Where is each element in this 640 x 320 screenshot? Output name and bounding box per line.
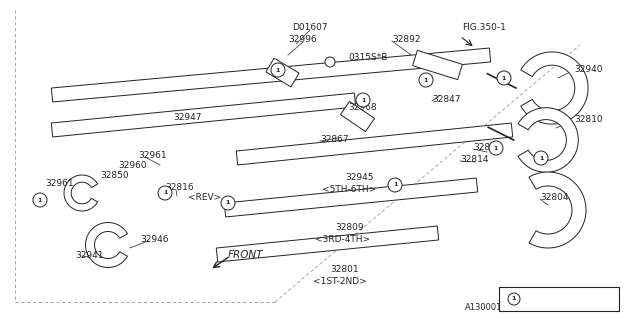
- Text: 1: 1: [276, 68, 280, 73]
- Text: 32945: 32945: [345, 173, 374, 182]
- Text: 32810: 32810: [574, 116, 603, 124]
- Text: 32941: 32941: [75, 251, 104, 260]
- Text: <5TH-6TH>: <5TH-6TH>: [322, 186, 376, 195]
- Text: 32809: 32809: [335, 223, 364, 233]
- Polygon shape: [51, 48, 491, 102]
- Circle shape: [388, 178, 402, 192]
- Polygon shape: [64, 175, 97, 211]
- Text: FRONT: FRONT: [228, 250, 264, 260]
- Text: 32892: 32892: [392, 36, 420, 44]
- Text: 32867: 32867: [320, 135, 349, 145]
- Text: <REV>: <REV>: [188, 194, 221, 203]
- Text: 32850: 32850: [100, 171, 129, 180]
- Polygon shape: [224, 178, 477, 217]
- Polygon shape: [216, 226, 438, 262]
- Polygon shape: [518, 108, 579, 172]
- Circle shape: [534, 151, 548, 165]
- Polygon shape: [521, 52, 588, 124]
- Text: 1: 1: [424, 77, 428, 83]
- Text: 0315S*B: 0315S*B: [348, 53, 387, 62]
- Polygon shape: [529, 172, 586, 248]
- Circle shape: [158, 186, 172, 200]
- Text: D01607: D01607: [292, 23, 328, 33]
- Text: 32946: 32946: [140, 236, 168, 244]
- Text: 32968: 32968: [348, 103, 376, 113]
- FancyBboxPatch shape: [499, 287, 619, 311]
- Polygon shape: [413, 50, 462, 80]
- Text: 1: 1: [226, 201, 230, 205]
- Circle shape: [419, 73, 433, 87]
- Circle shape: [221, 196, 235, 210]
- Text: 32961: 32961: [45, 179, 74, 188]
- Text: 32940: 32940: [574, 66, 602, 75]
- Circle shape: [33, 193, 47, 207]
- Circle shape: [325, 57, 335, 67]
- Text: 1: 1: [393, 182, 397, 188]
- Text: <1ST-2ND>: <1ST-2ND>: [313, 277, 367, 286]
- Text: 32996: 32996: [289, 36, 317, 44]
- Polygon shape: [236, 123, 513, 165]
- Polygon shape: [51, 93, 356, 137]
- Polygon shape: [266, 58, 299, 87]
- Text: 1: 1: [38, 197, 42, 203]
- Text: 1: 1: [512, 297, 516, 301]
- Polygon shape: [86, 222, 127, 268]
- Circle shape: [356, 93, 370, 107]
- Text: 1: 1: [494, 146, 498, 150]
- Text: 32814: 32814: [460, 156, 488, 164]
- Text: 32960: 32960: [118, 161, 147, 170]
- Circle shape: [271, 63, 285, 77]
- Circle shape: [508, 293, 520, 305]
- Text: 32804: 32804: [540, 194, 568, 203]
- Text: A130001264: A130001264: [465, 303, 518, 313]
- Text: 1: 1: [361, 98, 365, 102]
- Text: 1: 1: [539, 156, 543, 161]
- Circle shape: [497, 71, 511, 85]
- Text: 32947: 32947: [173, 114, 202, 123]
- Text: 32961: 32961: [138, 150, 166, 159]
- Text: 1: 1: [502, 76, 506, 81]
- Text: 1: 1: [163, 190, 167, 196]
- Text: FIG.350-1: FIG.350-1: [462, 23, 506, 33]
- Circle shape: [489, 141, 503, 155]
- Text: 32806: 32806: [473, 143, 502, 153]
- Text: 32801: 32801: [330, 266, 358, 275]
- Text: <3RD-4TH>: <3RD-4TH>: [315, 236, 370, 244]
- Text: 32816: 32816: [165, 183, 194, 193]
- Text: 32847: 32847: [432, 95, 461, 105]
- Polygon shape: [340, 101, 374, 132]
- Text: E60601: E60601: [525, 294, 562, 304]
